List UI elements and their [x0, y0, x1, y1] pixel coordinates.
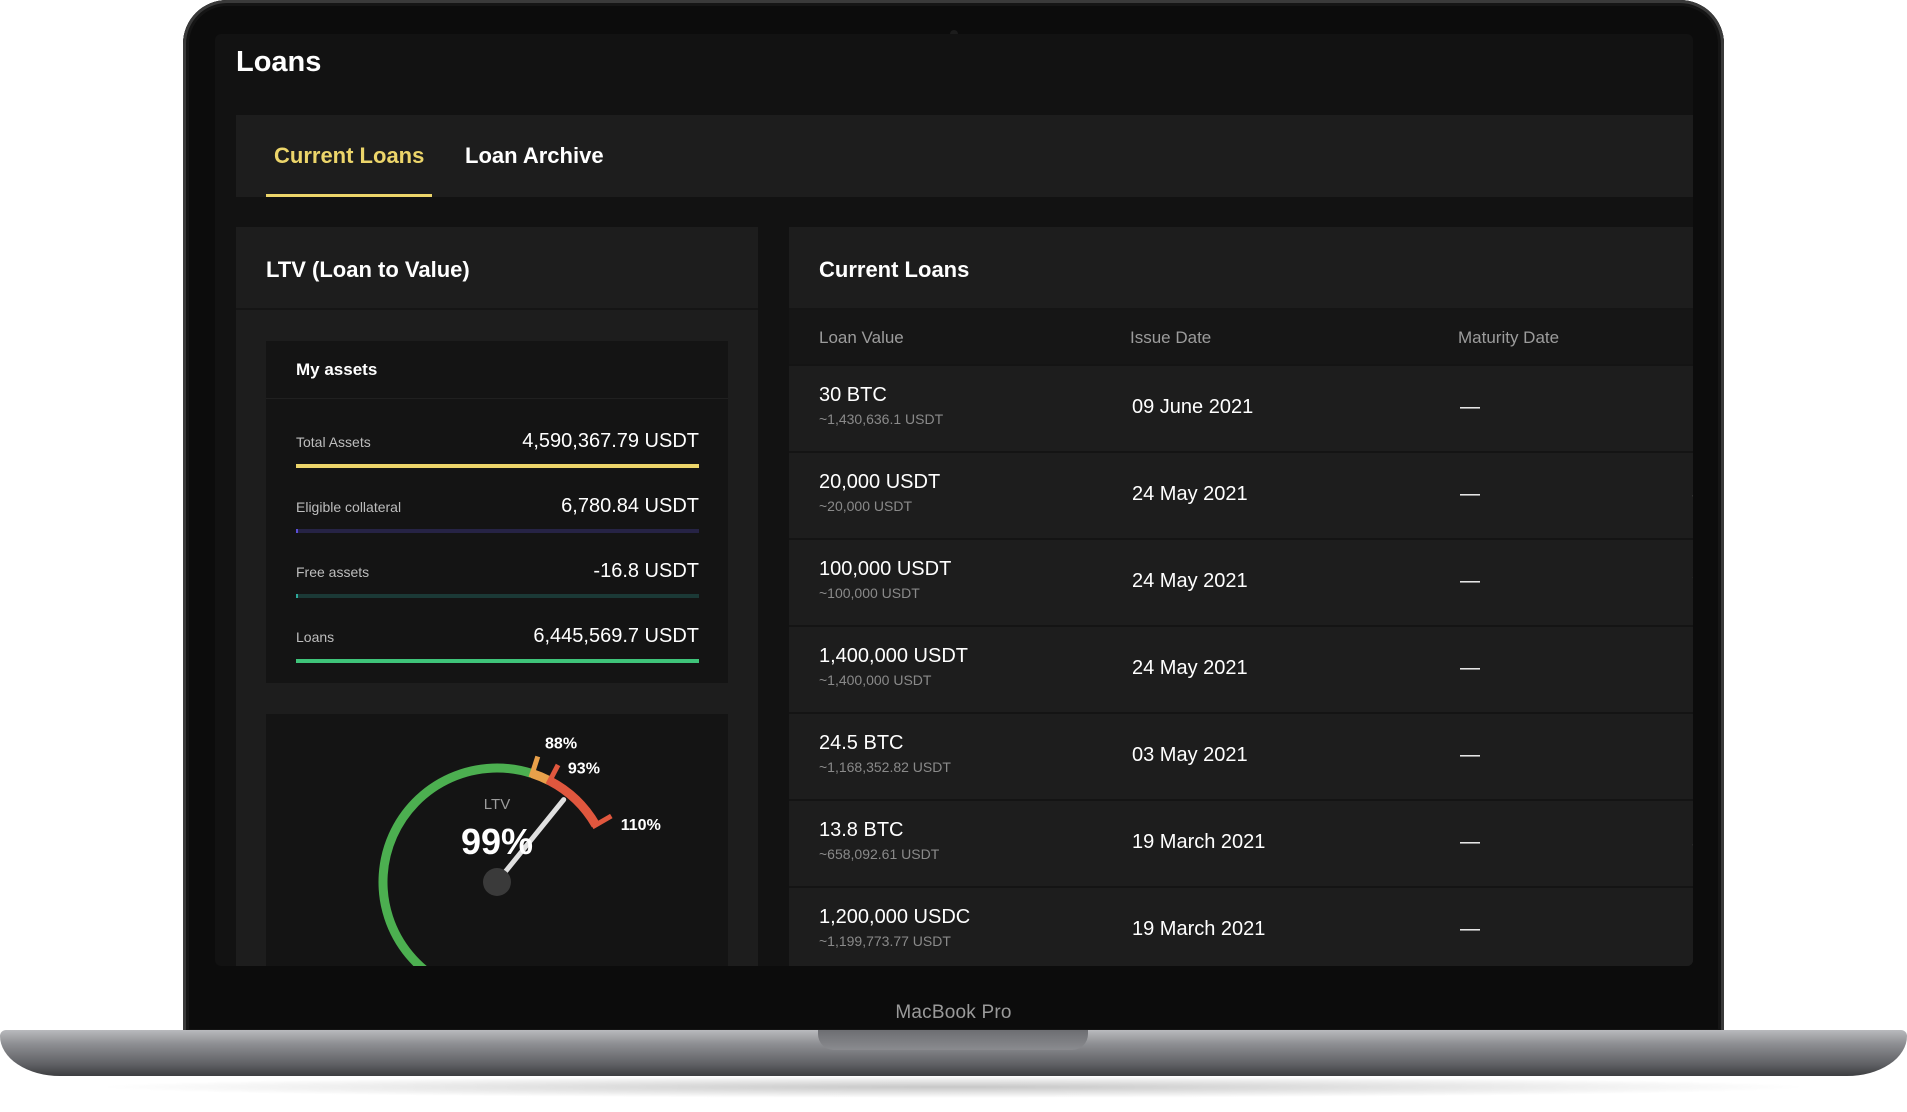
- asset-bar: [296, 659, 699, 663]
- issue-date: 19 March 2021: [1132, 918, 1266, 940]
- ltv-panel-title: LTV (Loan to Value): [236, 227, 758, 310]
- clipped-cell: 5: [1692, 831, 1693, 854]
- loan-value-approx: ~1,199,773.77 USDT: [819, 933, 951, 949]
- loan-value: 30 BTC: [819, 384, 887, 406]
- gauge-label-88: 88%: [545, 736, 577, 753]
- loan-value: 20,000 USDT: [819, 471, 941, 493]
- ltv-panel: LTV (Loan to Value) My assets Total Asse…: [236, 227, 758, 966]
- app-screen: Loans Current Loans Loan Archive LTV (Lo…: [215, 34, 1693, 966]
- gauge-value: 99%: [461, 821, 533, 862]
- maturity-date: —: [1460, 396, 1480, 418]
- gauge-label: LTV: [484, 796, 510, 813]
- tabs-bar: Current Loans Loan Archive: [236, 115, 1693, 197]
- gauge-needle: [494, 797, 567, 885]
- asset-bar-fill: [296, 594, 298, 598]
- loan-value-approx: ~658,092.61 USDT: [819, 846, 940, 862]
- device-label: MacBook Pro: [895, 1002, 1012, 1023]
- maturity-date: —: [1460, 570, 1480, 592]
- gauge-arc-warn: [530, 769, 552, 785]
- asset-bar: [296, 529, 699, 533]
- loan-value: 100,000 USDT: [819, 558, 952, 580]
- gauge-tick-max: [591, 813, 613, 830]
- table-header: Loan Value Issue Date Maturity Date I: [789, 310, 1693, 364]
- column-header-loan-value[interactable]: Loan Value: [819, 328, 904, 347]
- asset-label: Eligible collateral: [296, 499, 402, 515]
- clipped-cell: 8: [1692, 483, 1693, 506]
- issue-date: 19 March 2021: [1132, 831, 1266, 853]
- loan-value-approx: ~1,400,000 USDT: [819, 672, 932, 688]
- tab-current-loans-label: Current Loans: [274, 143, 425, 168]
- table-row[interactable]: 30 BTC ~1,430,636.1 USDT 09 June 2021 — (: [789, 364, 1693, 451]
- asset-bar: [296, 464, 699, 468]
- asset-label: Total Assets: [296, 434, 371, 450]
- loan-value: 1,400,000 USDT: [819, 645, 968, 667]
- issue-date: 24 May 2021: [1132, 657, 1248, 679]
- table-row[interactable]: 24.5 BTC ~1,168,352.82 USDT 03 May 2021 — (: [789, 712, 1693, 799]
- asset-value: 6,780.84 USDT: [561, 495, 699, 517]
- asset-bar-fill: [296, 529, 298, 533]
- clipped-cell: 1: [1692, 918, 1693, 941]
- table-row[interactable]: 1,400,000 USDT ~1,400,000 USDT 24 May 2021…: [789, 625, 1693, 712]
- table-row[interactable]: 1,200,000 USDC ~1,199,773.77 USDT 19 March…: [789, 886, 1693, 966]
- loan-value: 24.5 BTC: [819, 732, 904, 754]
- table-row[interactable]: 13.8 BTC ~658,092.61 USDT 19 March 2021 — 5: [789, 799, 1693, 886]
- my-assets-card: My assets Total Assets 4,590,367.79 USDT E…: [266, 341, 728, 683]
- asset-row: Loans 6,445,569.7 USDT: [296, 615, 699, 665]
- asset-label: Loans: [296, 629, 335, 645]
- gauge-label-93: 93%: [568, 760, 600, 777]
- issue-date: 24 May 2021: [1132, 483, 1248, 505]
- table-row[interactable]: 20,000 USDT ~20,000 USDT 24 May 2021 — 8: [789, 451, 1693, 538]
- my-assets-title: My assets: [266, 341, 728, 399]
- maturity-date: —: [1460, 918, 1480, 940]
- issue-date: 24 May 2021: [1132, 570, 1248, 592]
- issue-date: 03 May 2021: [1132, 744, 1248, 766]
- loan-value-approx: ~1,168,352.82 USDT: [819, 759, 951, 775]
- asset-row: Total Assets 4,590,367.79 USDT: [296, 420, 699, 470]
- asset-bar-fill: [296, 464, 699, 468]
- maturity-date: —: [1460, 831, 1480, 853]
- maturity-date: —: [1460, 657, 1480, 679]
- clipped-cell: (: [1692, 744, 1693, 767]
- ltv-gauge-card: LTV 99% 0% 88% 93% 110%: [266, 714, 728, 966]
- maturity-date: —: [1460, 744, 1480, 766]
- asset-row: Free assets -16.8 USDT: [296, 550, 699, 600]
- clipped-cell: (: [1692, 396, 1693, 419]
- clipped-cell: 9: [1692, 570, 1693, 593]
- tab-loan-archive[interactable]: Loan Archive: [461, 115, 608, 197]
- table-row[interactable]: 100,000 USDT ~100,000 USDT 24 May 2021 — 9: [789, 538, 1693, 625]
- loan-value: 13.8 BTC: [819, 819, 904, 841]
- column-header-cut[interactable]: I: [1692, 328, 1693, 348]
- current-loans-panel: Current Loans Loan Value Issue Date Matu…: [789, 227, 1693, 966]
- active-tab-underline: [266, 194, 433, 197]
- loan-value: 1,200,000 USDC: [819, 906, 971, 928]
- gauge-tick-93: [545, 763, 561, 786]
- tab-loan-archive-label: Loan Archive: [465, 143, 604, 168]
- issue-date: 09 June 2021: [1132, 396, 1254, 418]
- gauge-tick-88: [528, 755, 541, 779]
- page-title: Loans: [236, 46, 322, 78]
- gauge-hub: [483, 868, 511, 896]
- laptop-shadow: [90, 1076, 1817, 1098]
- gauge-arc-safe: [378, 763, 534, 966]
- asset-value: 6,445,569.7 USDT: [533, 625, 699, 647]
- gauge-arc-danger: [547, 776, 600, 828]
- maturity-date: —: [1460, 483, 1480, 505]
- loan-value-approx: ~1,430,636.1 USDT: [819, 411, 944, 427]
- loan-value-approx: ~100,000 USDT: [819, 585, 920, 601]
- tab-current-loans[interactable]: Current Loans: [266, 115, 433, 197]
- asset-value: 4,590,367.79 USDT: [522, 430, 699, 452]
- asset-value: -16.8 USDT: [593, 560, 699, 582]
- column-header-maturity-date[interactable]: Maturity Date: [1458, 328, 1560, 347]
- laptop-base-notch: [818, 1030, 1088, 1050]
- column-header-issue-date[interactable]: Issue Date: [1130, 328, 1212, 347]
- asset-bar-fill: [296, 659, 699, 663]
- loan-value-approx: ~20,000 USDT: [819, 498, 912, 514]
- clipped-cell: 1: [1692, 657, 1693, 680]
- ltv-gauge: LTV 99% 0% 88% 93% 110%: [378, 736, 661, 966]
- asset-row: Eligible collateral 6,780.84 USDT: [296, 485, 699, 535]
- asset-label: Free assets: [296, 564, 370, 580]
- gauge-label-max: 110%: [621, 817, 661, 834]
- current-loans-title: Current Loans: [789, 227, 1693, 310]
- asset-bar: [296, 594, 699, 598]
